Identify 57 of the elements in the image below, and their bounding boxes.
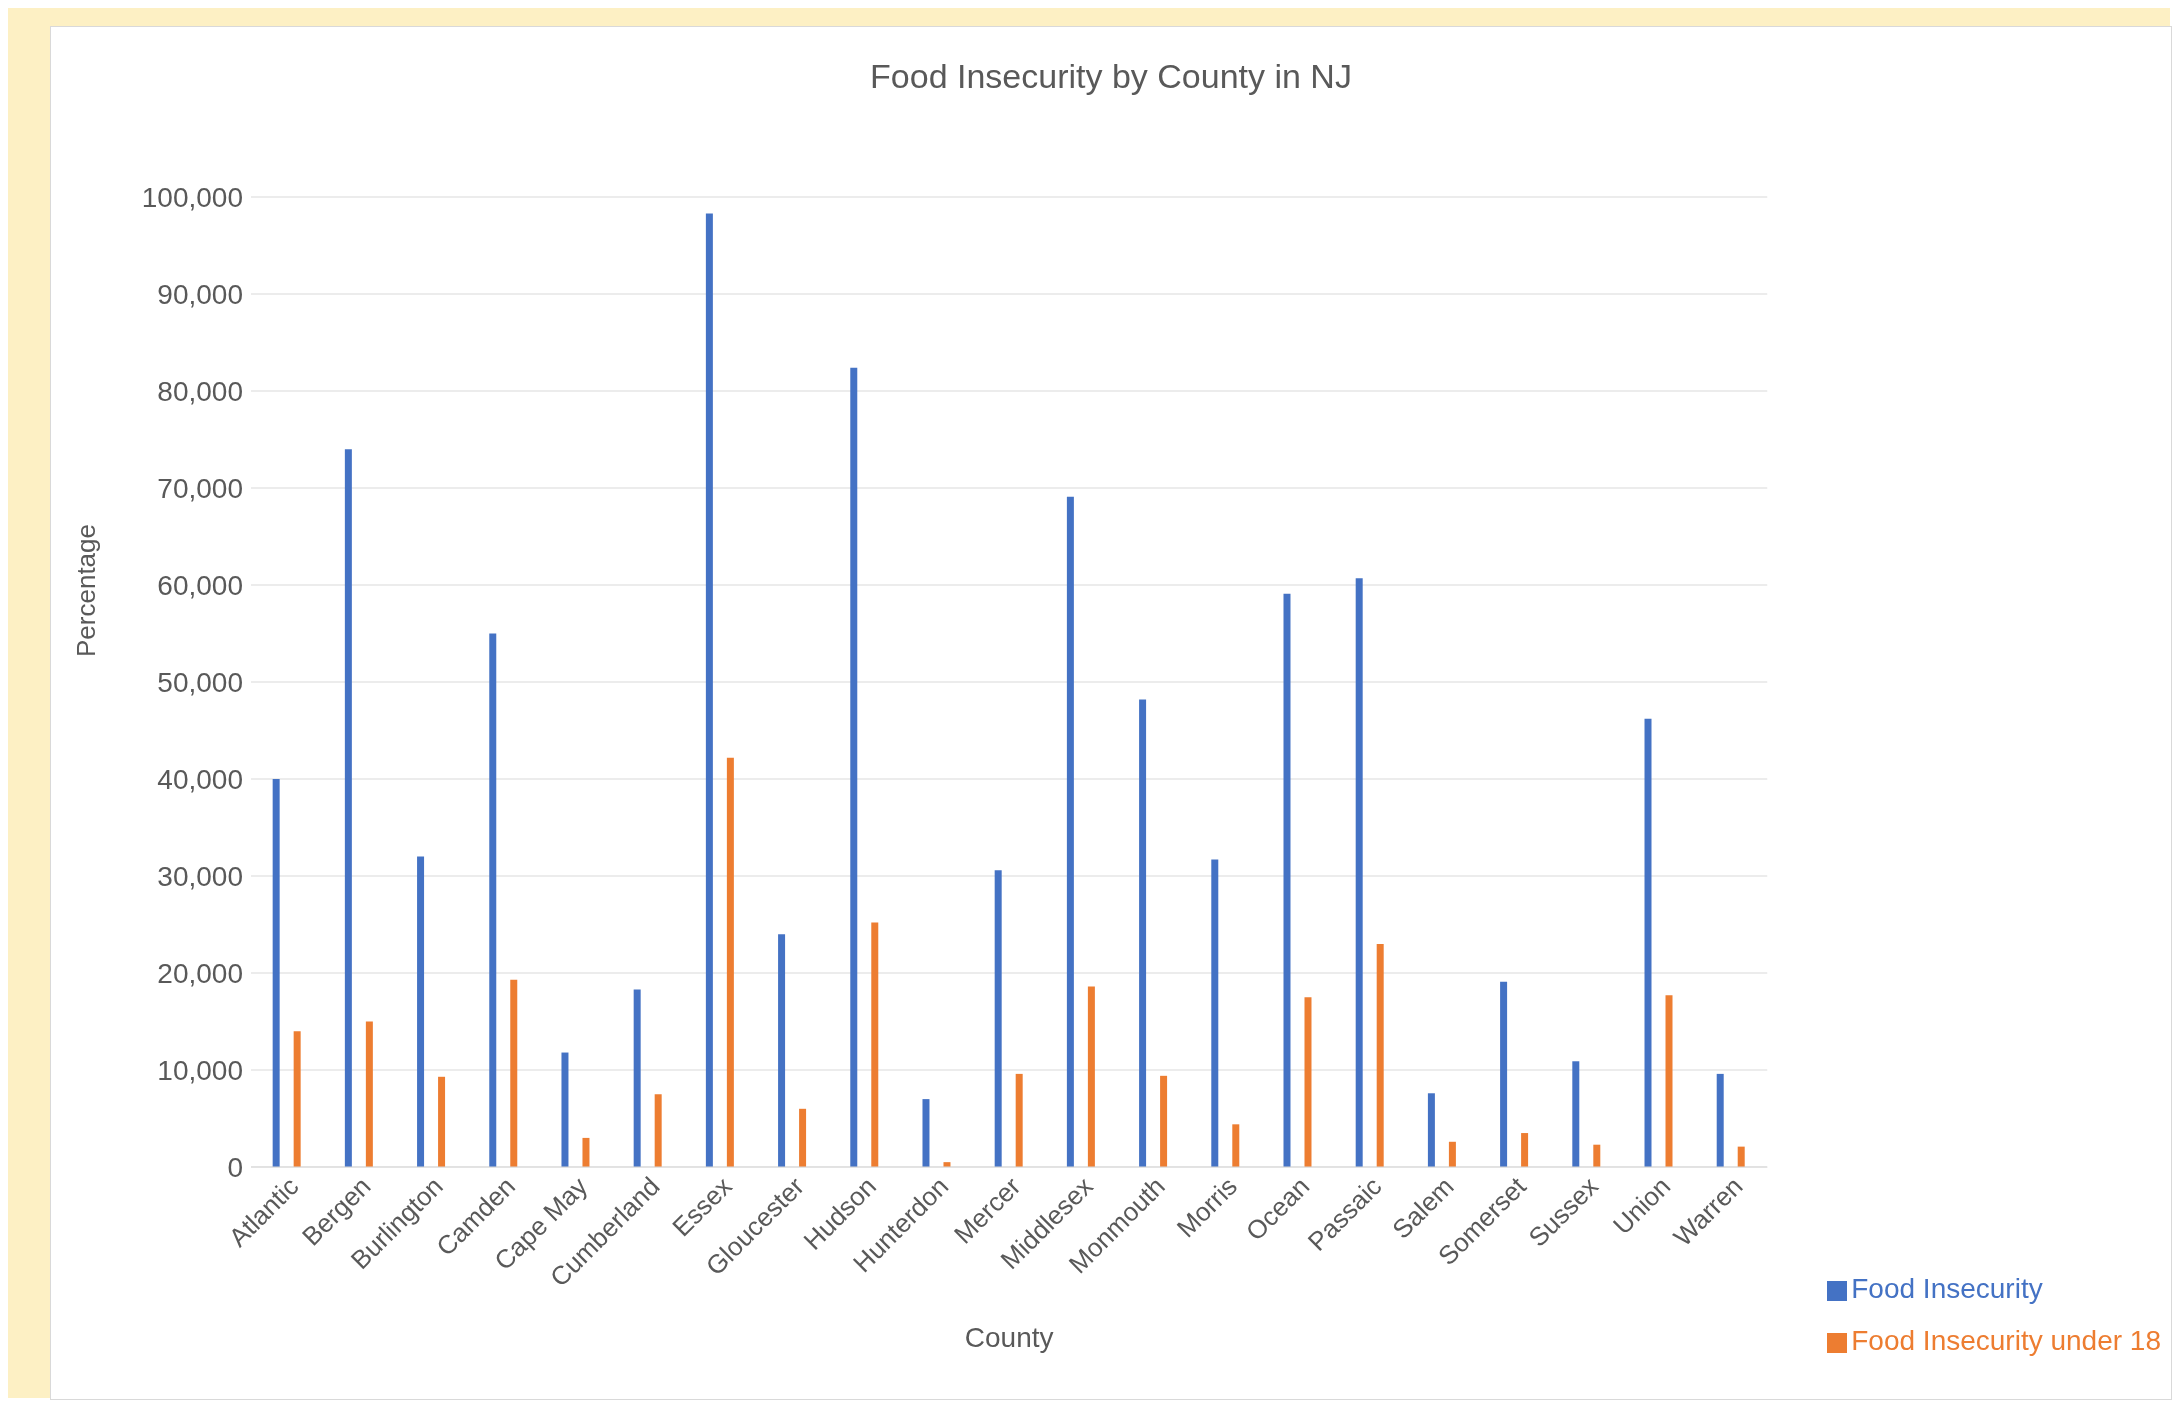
bar (799, 1108, 807, 1167)
y-tick-label: 30,000 (157, 860, 243, 892)
bar (1015, 1073, 1023, 1167)
bar (344, 449, 352, 1167)
bar (1427, 1093, 1435, 1167)
bar (1304, 997, 1312, 1167)
bar (561, 1052, 569, 1167)
chart-title: Food Insecurity by County in NJ (869, 57, 1353, 96)
bar (654, 1094, 662, 1167)
bar (726, 757, 734, 1167)
y-tick-label: 40,000 (157, 763, 243, 795)
bar (871, 922, 879, 1167)
bar (438, 1076, 446, 1167)
bar (1716, 1073, 1724, 1167)
bar (1139, 699, 1147, 1167)
bar (1355, 578, 1363, 1167)
bar (922, 1099, 930, 1167)
bar (1665, 995, 1673, 1167)
bar (365, 1021, 373, 1167)
bar (1211, 859, 1219, 1167)
bar (272, 779, 280, 1167)
bar (633, 989, 641, 1167)
bar (510, 979, 518, 1167)
bar (705, 213, 713, 1167)
bar (1066, 496, 1074, 1167)
y-tick-label: 60,000 (157, 569, 243, 601)
bar (1376, 943, 1384, 1167)
bar (293, 1031, 301, 1167)
y-tick-label: 20,000 (157, 957, 243, 989)
bar (1232, 1124, 1240, 1167)
bar (850, 367, 858, 1167)
y-tick-label: 50,000 (157, 666, 243, 698)
bar (1500, 981, 1508, 1167)
bar (1737, 1146, 1745, 1167)
bar (1448, 1141, 1456, 1167)
bar (1572, 1061, 1580, 1167)
legend-label: Food Insecurity (1851, 1273, 2043, 1304)
y-tick-label: 70,000 (157, 472, 243, 504)
bar (1087, 986, 1095, 1167)
bar (994, 870, 1002, 1167)
bar (1521, 1133, 1529, 1167)
bar (1644, 718, 1652, 1167)
bar (582, 1137, 590, 1167)
y-tick-label: 80,000 (157, 375, 243, 407)
bar (489, 633, 497, 1167)
y-axis-title: Percentage (71, 524, 102, 657)
bar (417, 856, 425, 1167)
bar (1160, 1075, 1168, 1167)
y-tick-label: 90,000 (157, 278, 243, 310)
bar (1593, 1144, 1601, 1167)
y-tick-label: 10,000 (157, 1054, 243, 1086)
x-axis-title: County (964, 1322, 1054, 1353)
legend-label: Food Insecurity under 18 (1851, 1325, 2161, 1356)
y-tick-label: 100,000 (141, 181, 243, 213)
bar (778, 934, 786, 1167)
bar (1283, 593, 1291, 1167)
y-tick-label: 0 (227, 1151, 243, 1183)
